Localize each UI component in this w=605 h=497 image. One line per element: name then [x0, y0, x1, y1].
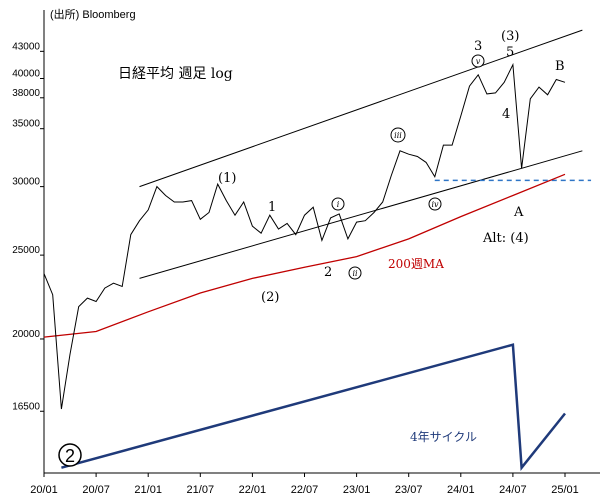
circled-label-ii: ii	[348, 266, 362, 280]
y-tick-label: 38000	[12, 88, 40, 99]
big-wave-label-2: 2	[58, 443, 82, 467]
x-tick-label: 24/01	[447, 484, 475, 496]
y-tick-label: 16500	[12, 401, 40, 412]
svg-text:ii: ii	[352, 269, 358, 278]
y-tick-label: 35000	[12, 119, 40, 130]
wave-label-2: 2	[324, 265, 332, 280]
y-tick-label: 40000	[12, 69, 40, 80]
wave-label-4: 4	[502, 107, 510, 122]
x-tick-label: 21/07	[187, 484, 215, 496]
x-tick-label: 20/07	[82, 484, 110, 496]
y-ticks: 16500 20000 25000 30000 35000 38000 40000 43000	[12, 41, 44, 412]
x-tick-label: 23/01	[343, 484, 371, 496]
cycle-line	[61, 343, 566, 471]
cycle-label: 4年サイクル	[410, 430, 477, 444]
circled-label-i: i	[331, 197, 345, 211]
svg-text:iii: iii	[394, 131, 402, 140]
x-ticks: 20/01 20/07 21/01 21/07 22/01 22/07 23/01 23/07…	[30, 473, 579, 496]
wave-label-3p: (3)	[501, 29, 519, 44]
svg-text:iv: iv	[431, 200, 439, 209]
ma-200w-line	[43, 173, 566, 338]
y-tick-label: 43000	[12, 41, 40, 52]
x-tick-label: 25/01	[551, 484, 579, 496]
x-tick-label: 22/07	[291, 484, 319, 496]
channel-upper-line	[139, 29, 583, 188]
wave-label-3: 3	[474, 39, 482, 54]
wave-label-1p: (1)	[218, 171, 236, 186]
x-tick-label: 23/07	[395, 484, 423, 496]
x-tick-label: 20/01	[30, 484, 58, 496]
ma-label: 200週MA	[388, 257, 444, 271]
y-tick-label: 25000	[12, 245, 40, 256]
source-label: (出所) Bloomberg	[50, 7, 136, 21]
circled-label-iii: iii	[390, 127, 406, 143]
wave-label-A: A	[513, 205, 524, 220]
svg-text:2: 2	[65, 446, 75, 466]
x-tick-label: 24/07	[499, 484, 527, 496]
price-line	[43, 62, 566, 410]
wave-label-B: B	[555, 59, 565, 74]
y-tick-label: 20000	[12, 329, 40, 340]
channel-lines	[139, 29, 592, 279]
circled-label-v: v	[471, 54, 485, 68]
channel-lower-line	[139, 150, 583, 279]
wave-label-1: 1	[268, 200, 276, 215]
x-tick-label: 21/01	[134, 484, 162, 496]
circled-label-iv: iv	[428, 197, 442, 211]
svg-text:v: v	[476, 57, 481, 66]
alt-label: Alt: (4)	[482, 231, 529, 246]
wave-label-2p: (2)	[261, 290, 279, 305]
chart-title: 日経平均 週足 log	[118, 66, 233, 82]
wave-label-5: 5	[506, 45, 514, 60]
svg-text:i: i	[337, 200, 340, 209]
y-tick-label: 30000	[12, 177, 40, 188]
x-tick-label: 22/01	[239, 484, 267, 496]
